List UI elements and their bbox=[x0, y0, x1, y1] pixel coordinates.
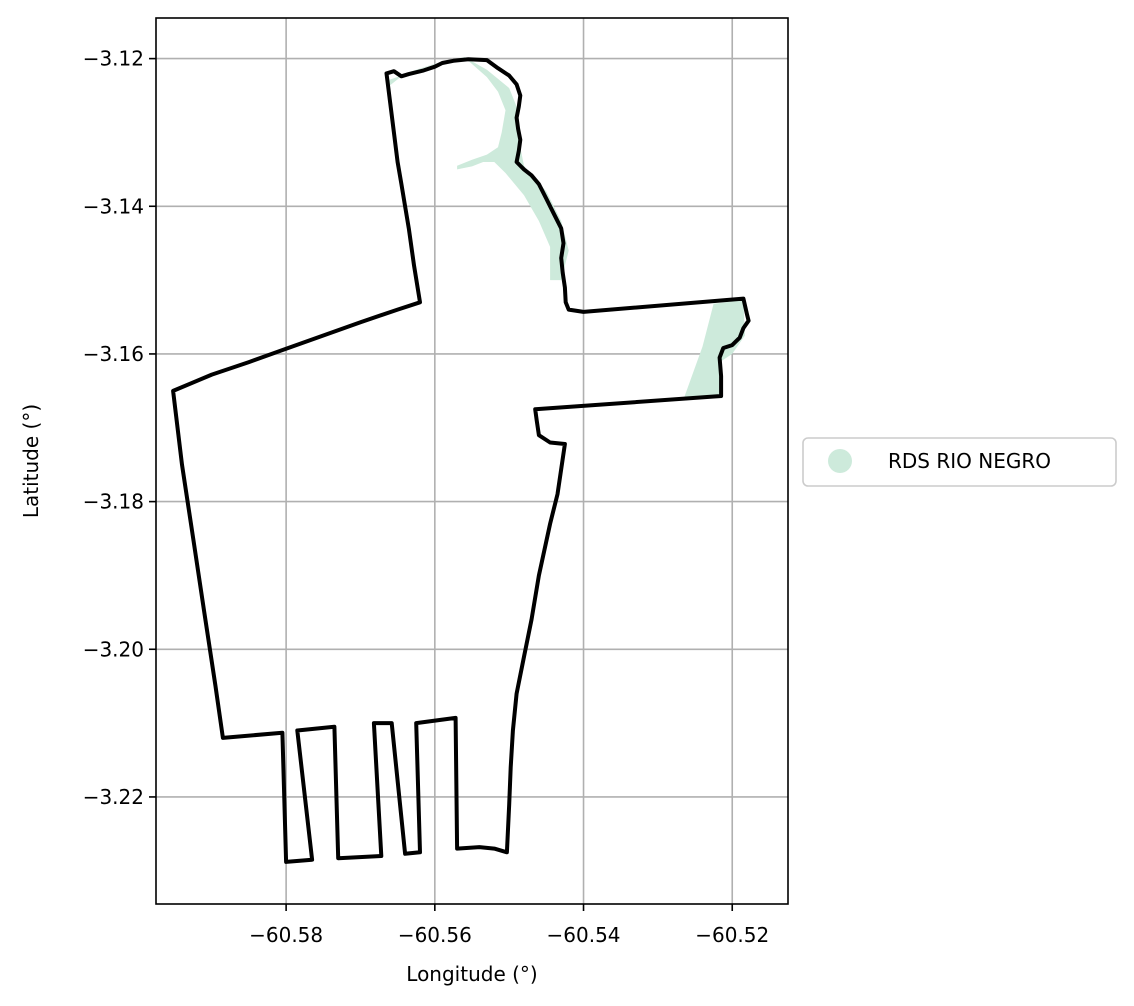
y-tick-label: −3.22 bbox=[83, 785, 144, 809]
plot-frame bbox=[155, 17, 789, 905]
x-tick-label: −60.58 bbox=[249, 923, 323, 947]
y-tick-label: −3.18 bbox=[83, 490, 144, 514]
x-tick-label: −60.56 bbox=[398, 923, 472, 947]
y-axis-ticks: −3.12 −3.14 −3.16 −3.18 −3.20 −3.22 bbox=[83, 47, 156, 809]
legend: RDS RIO NEGRO bbox=[802, 437, 1117, 487]
legend-entry-label: RDS RIO NEGRO bbox=[888, 449, 1051, 473]
y-tick-label: −3.14 bbox=[83, 194, 144, 218]
protected-area-layer bbox=[386, 57, 745, 399]
y-tick-label: −3.16 bbox=[83, 342, 144, 366]
y-axis-label: Latitude (°) bbox=[19, 404, 43, 518]
x-axis-ticks: −60.58 −60.56 −60.54 −60.52 bbox=[249, 904, 769, 947]
legend-marker-icon bbox=[828, 449, 852, 473]
y-tick-label: −3.12 bbox=[83, 47, 144, 71]
study-area-boundary bbox=[171, 57, 751, 864]
x-axis-label: Longitude (°) bbox=[406, 962, 537, 986]
protected-area-polygon bbox=[386, 57, 569, 281]
x-tick-label: −60.54 bbox=[547, 923, 621, 947]
y-tick-label: −3.20 bbox=[83, 637, 144, 661]
x-tick-label: −60.52 bbox=[695, 923, 769, 947]
legend-box bbox=[802, 437, 1117, 487]
protected-area-polygon bbox=[683, 300, 745, 399]
